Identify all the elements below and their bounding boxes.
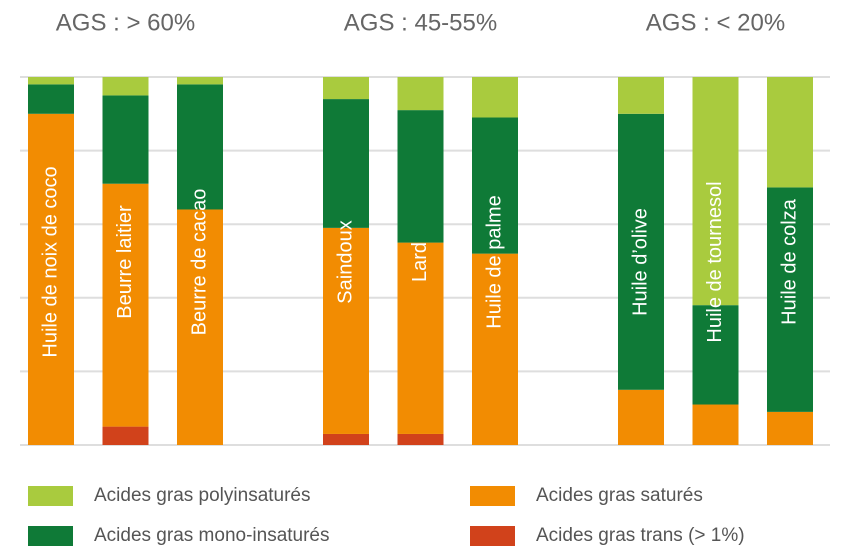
legend-label: Acides gras saturés <box>536 485 703 506</box>
bar-segment <box>767 77 813 188</box>
bar-segment <box>692 305 739 405</box>
bar-segment <box>177 84 223 210</box>
legend-label: Acides gras polyinsaturés <box>94 485 311 506</box>
bar-segment <box>767 411 813 445</box>
bar-label: Beurre de cacao <box>188 189 210 336</box>
bar-segment <box>177 77 223 85</box>
bar-segment <box>102 77 149 96</box>
legend-swatch <box>470 526 515 546</box>
group-title: AGS : > 60% <box>56 9 195 36</box>
bar-segment <box>618 77 664 114</box>
bar-segment <box>102 183 149 427</box>
legend-swatch <box>470 486 515 506</box>
bar-segment <box>28 113 74 446</box>
bar-label: Huile de colza <box>778 198 800 325</box>
bar-segment <box>28 77 74 85</box>
bar-segment <box>472 253 518 445</box>
bar-label: Beurre laitier <box>114 205 136 319</box>
bar-segment <box>102 95 149 184</box>
bar-segment <box>397 77 444 111</box>
bar-label: Saindoux <box>334 220 356 303</box>
group-title: AGS : 45-55% <box>344 9 497 36</box>
bar-segment <box>323 77 369 100</box>
bar-segment <box>397 433 444 445</box>
bar-label: Lard <box>409 242 431 282</box>
bar-segment <box>618 389 664 445</box>
bar-segment <box>323 433 369 445</box>
bar-segment <box>102 426 149 445</box>
group-title: AGS : < 20% <box>646 9 785 36</box>
legend-label: Acides gras trans (> 1%) <box>536 525 745 546</box>
bar-label: Huile de tournesol <box>704 181 726 342</box>
legend-swatch <box>28 526 73 546</box>
legend-label: Acides gras mono-insaturés <box>94 525 330 546</box>
bar-segment <box>323 227 369 434</box>
bar-label: Huile d’olive <box>629 208 651 316</box>
bar-segment <box>397 110 444 243</box>
bar-label: Huile de palme <box>483 195 505 328</box>
bar-segment <box>397 242 444 434</box>
bar-label: Huile de noix de coco <box>39 166 61 357</box>
bar-segment <box>28 84 74 114</box>
bar-segment <box>692 77 739 306</box>
bar-segment <box>767 187 813 412</box>
bar-segment <box>472 77 518 118</box>
bar-segment <box>323 99 369 228</box>
bar-segment <box>618 113 664 390</box>
legend-swatch <box>28 486 73 506</box>
bar-segment <box>692 404 739 445</box>
bar-segment <box>472 117 518 254</box>
bar-segment <box>177 209 223 445</box>
